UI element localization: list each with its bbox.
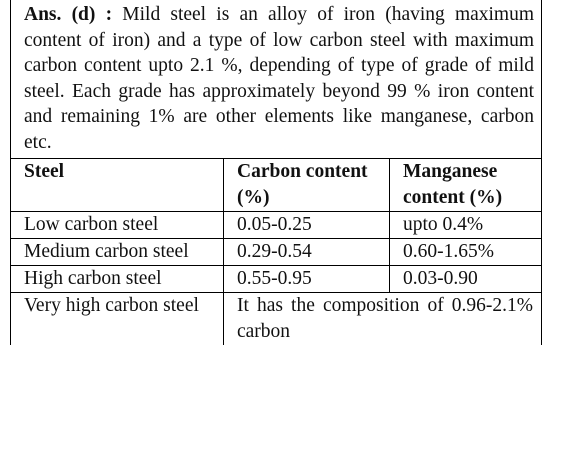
cell: Low carbon steel xyxy=(24,213,159,235)
answer-box: Ans. (d) : Mild steel is an alloy of iro… xyxy=(10,0,542,345)
cell: It has the composition of 0.96-2.1% carb… xyxy=(223,292,541,345)
row: Very high carbon steel It has the compos… xyxy=(11,292,541,345)
header-cell: Steel xyxy=(24,160,65,182)
cell: Very high carbon steel xyxy=(24,294,199,316)
answer-text: Mild steel is an alloy of iron (having m… xyxy=(24,4,535,153)
cell: 0.55-0.95 xyxy=(223,265,390,293)
cell: 0.03-0.90 xyxy=(389,265,541,293)
cell: Medium carbon steel xyxy=(24,240,189,262)
header-cell: Manganese content (%) xyxy=(389,158,541,212)
cell: 0.05-0.25 xyxy=(223,211,390,239)
header-cell: Carbon content (%) xyxy=(223,158,390,212)
row: Medium carbon steel 0.29-0.54 0.60-1.65% xyxy=(11,238,541,266)
cell: High carbon steel xyxy=(24,267,162,289)
cell: 0.29-0.54 xyxy=(223,238,390,266)
cell: upto 0.4% xyxy=(389,211,541,239)
cell: 0.60-1.65% xyxy=(389,238,541,266)
header-row: Steel Carbon content (%) Manganese conte… xyxy=(11,158,541,212)
row: High carbon steel 0.55-0.95 0.03-0.90 xyxy=(11,265,541,293)
steel-table: Steel Carbon content (%) Manganese conte… xyxy=(11,158,541,345)
answer-label: Ans. (d) : xyxy=(24,4,113,25)
row: Low carbon steel 0.05-0.25 upto 0.4% xyxy=(11,211,541,239)
answer-paragraph: Ans. (d) : Mild steel is an alloy of iro… xyxy=(11,0,541,156)
